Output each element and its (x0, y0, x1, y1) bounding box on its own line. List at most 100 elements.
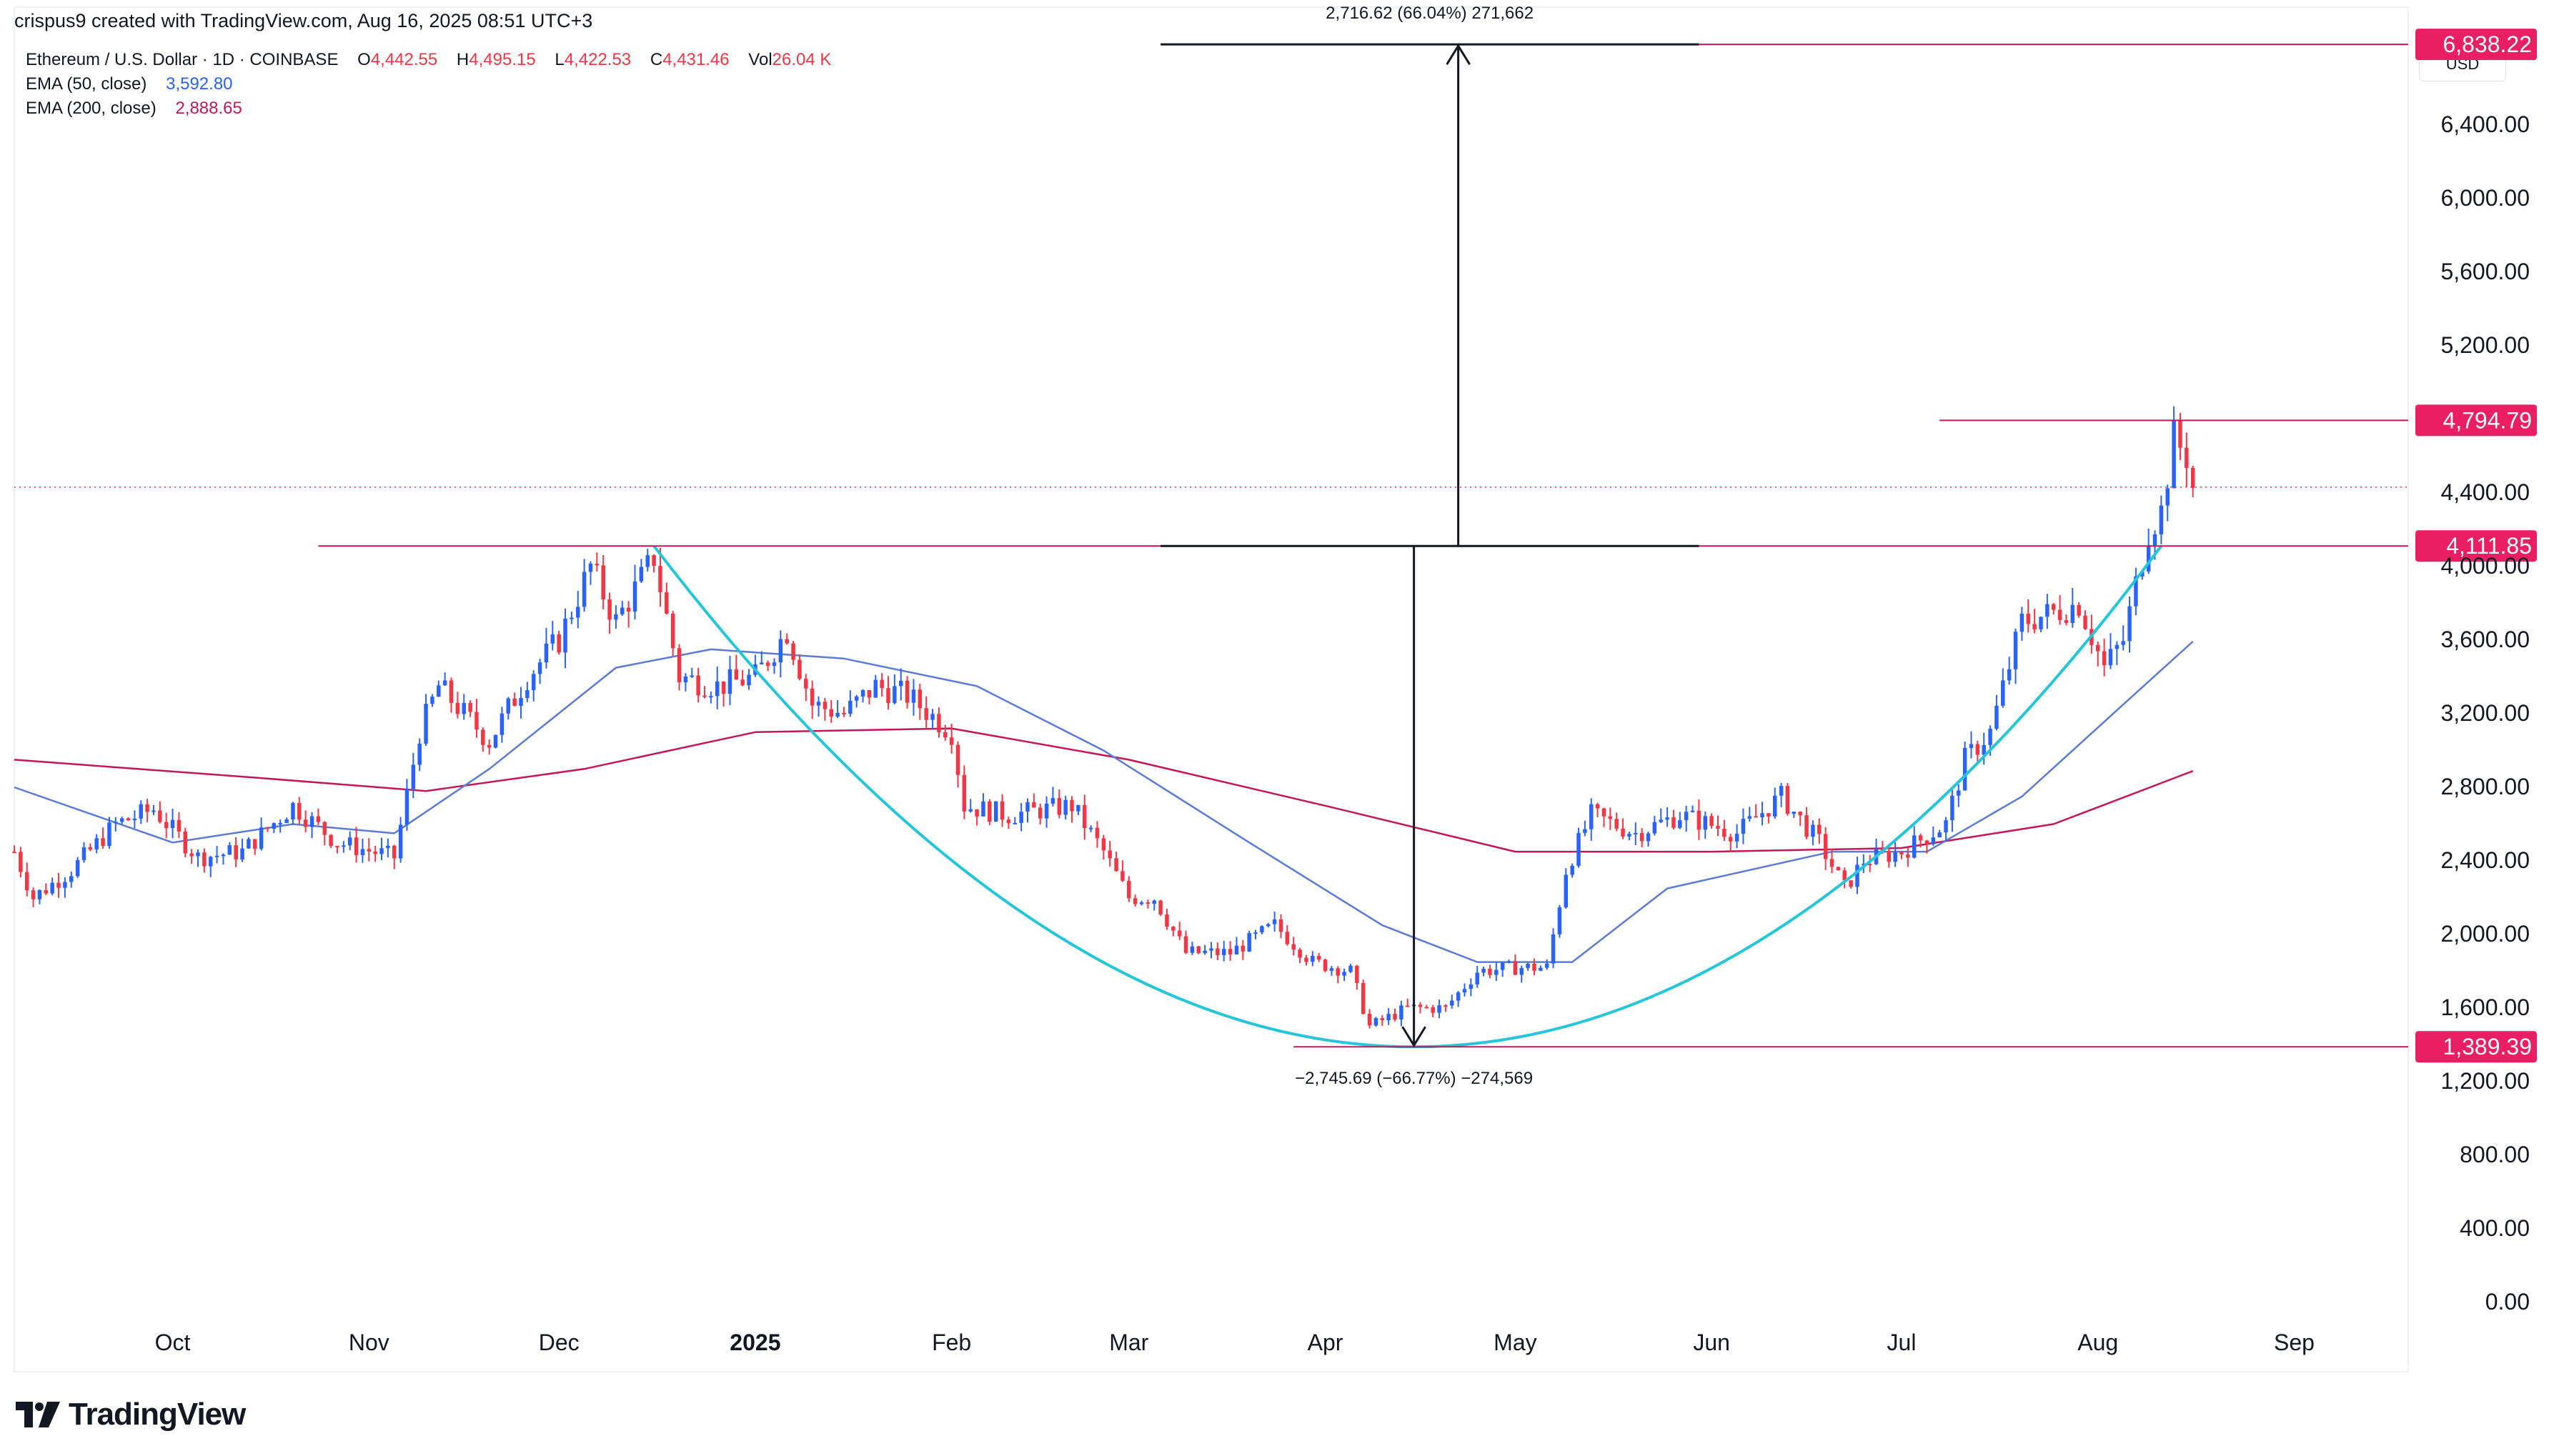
x-tick-label: Sep (2274, 1330, 2315, 1355)
candle-body (1994, 705, 1999, 729)
candle-body (2152, 534, 2157, 546)
candle-body (1652, 822, 1657, 834)
candle-body (1513, 961, 1518, 975)
candle-body (259, 827, 264, 849)
candle-body (404, 789, 409, 825)
ema200-legend[interactable]: EMA (200, close) 2,888.65 (26, 99, 242, 119)
candle-body (1462, 989, 1467, 993)
candle-body (1634, 832, 1638, 834)
candle-body (2007, 669, 2012, 681)
candle-body (1767, 813, 1771, 817)
candle-body (94, 838, 99, 849)
candle-body (993, 801, 998, 822)
candle-body (2102, 651, 2107, 666)
candle-body (1583, 829, 1587, 833)
x-axis: Oct Nov Dec 2025 Feb Mar Apr May Jun Jul Aug Sep (155, 1330, 2315, 1355)
candle-body (721, 681, 726, 694)
candle-body (981, 801, 985, 817)
candle-body (1260, 926, 1264, 933)
candle-body (1855, 864, 1859, 887)
candle-body (1931, 837, 1936, 844)
candle-body (145, 804, 149, 812)
tradingview-logo[interactable]: TradingView (16, 1393, 246, 1436)
candle-body (911, 689, 916, 703)
candle-body (778, 639, 783, 663)
y-tick-label: 5,600.00 (2440, 259, 2530, 284)
candle-body (620, 607, 625, 614)
candle-body (1950, 795, 1954, 821)
candle-body (2172, 421, 2176, 489)
candle-body (1057, 798, 1062, 815)
candle-body (114, 822, 118, 824)
candle-body (1703, 816, 1708, 830)
candle-body (63, 882, 67, 888)
candle-body (1127, 880, 1131, 899)
candle-body (1671, 817, 1676, 828)
candle-body (2185, 447, 2189, 468)
candle-body (1506, 961, 1511, 963)
y-tick-label: 1,600.00 (2440, 994, 2530, 1020)
candle-body (1975, 744, 1980, 755)
candle-body (1431, 1007, 1435, 1013)
candle-body (1361, 982, 1366, 1014)
candle-body (550, 634, 555, 644)
ema50-value: 3,592.80 (166, 74, 233, 94)
ema50-legend[interactable]: EMA (50, close) 3,592.80 (26, 74, 233, 94)
candle-body (234, 845, 238, 860)
candle-body (810, 688, 815, 706)
candle-body (576, 607, 580, 618)
candle-body (544, 643, 549, 663)
y-tick-label: 2,400.00 (2440, 847, 2530, 873)
candle-body (1146, 902, 1151, 904)
candle-body (221, 854, 226, 857)
symbol-name: Ethereum / U.S. Dollar · 1D · COINBASE (26, 50, 339, 69)
candle-body (462, 702, 466, 714)
candle-body (1741, 819, 1746, 834)
candle-body (1829, 859, 1834, 867)
candle-body (1418, 1004, 1423, 1007)
candle-body (601, 565, 605, 599)
candle-body (1203, 950, 1207, 954)
measure-up-label: 2,716.62 (66.04%) 271,662 (1326, 4, 1534, 23)
candle-body (677, 648, 682, 683)
candle-body (614, 614, 618, 620)
candle-body (1937, 832, 1942, 838)
candle-body (1405, 1005, 1410, 1007)
y-tick-label: 400.00 (2460, 1215, 2530, 1241)
candle-body (1241, 945, 1246, 952)
credit-line: crispus9 created with TradingView.com, A… (14, 10, 593, 31)
candle-body (626, 607, 631, 612)
candle-body (170, 819, 175, 828)
candle-body (101, 838, 105, 847)
candle-body (1760, 813, 1764, 818)
candle-body (139, 804, 143, 819)
candle-body (1019, 812, 1023, 823)
price-level-badge (2415, 530, 2537, 562)
x-tick-label: 2025 (730, 1330, 780, 1355)
candle-body (31, 890, 36, 899)
candle-body (303, 819, 308, 827)
candle-body (227, 845, 232, 855)
candle-body (2026, 613, 2031, 624)
candle-body (1494, 969, 1499, 975)
candle-body (1006, 819, 1011, 824)
y-tick-label: 6,000.00 (2440, 185, 2530, 211)
candle-body (1469, 984, 1474, 989)
candle-body (2001, 680, 2005, 706)
candle-body (1817, 824, 1822, 834)
candle-body (639, 567, 644, 582)
y-tick-label: 3,600.00 (2440, 627, 2530, 652)
candle-body (1982, 744, 1986, 755)
tradingview-logo-icon (16, 1402, 60, 1427)
candle-body (582, 572, 587, 607)
candle-body (702, 695, 707, 697)
candle-body (1177, 930, 1182, 937)
candle-body (158, 810, 162, 822)
candle-body (1722, 829, 1726, 837)
candle-body (949, 737, 954, 745)
candle-body (1862, 864, 1866, 866)
candle-body (531, 674, 536, 691)
candle-body (563, 618, 567, 653)
candle-body (354, 837, 359, 855)
